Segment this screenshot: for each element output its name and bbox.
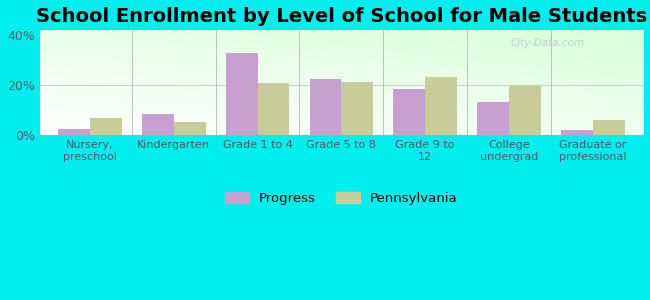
Bar	[393, 89, 425, 136]
Bar	[90, 118, 122, 136]
Bar	[58, 129, 90, 136]
Bar	[477, 102, 509, 136]
Bar	[226, 53, 257, 136]
Bar	[142, 114, 174, 136]
Bar	[561, 130, 593, 136]
Text: City-Data.com: City-Data.com	[510, 38, 584, 48]
Bar	[509, 85, 541, 136]
Bar	[257, 83, 289, 136]
Bar	[341, 82, 373, 136]
Bar	[309, 79, 341, 136]
Legend: Progress, Pennsylvania: Progress, Pennsylvania	[220, 186, 463, 210]
Bar	[425, 76, 457, 136]
Bar	[593, 120, 625, 136]
Title: School Enrollment by Level of School for Male Students: School Enrollment by Level of School for…	[36, 7, 647, 26]
Bar	[174, 122, 205, 136]
